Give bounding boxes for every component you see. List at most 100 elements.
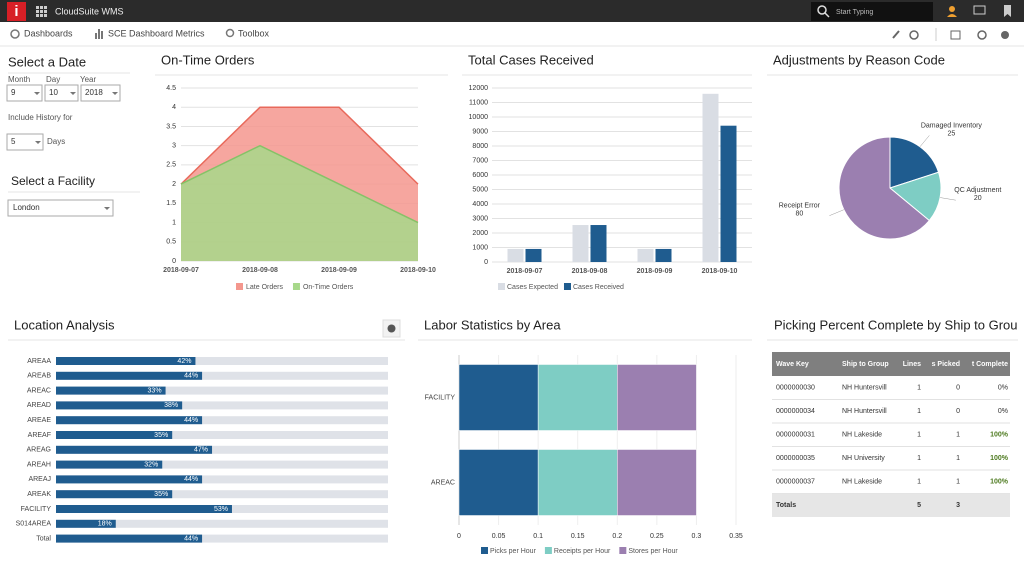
table-cell: 0000000030: [776, 385, 815, 392]
y-tick-label: AREAC: [431, 479, 455, 486]
filter-title: Select a Date: [8, 54, 86, 69]
bar-track: [56, 519, 388, 528]
leader-line: [919, 135, 930, 147]
y-tick-label: AREAK: [27, 491, 51, 498]
x-tick-label: 0.2: [612, 533, 622, 540]
line: [180, 144, 419, 224]
table-cell: 1: [956, 432, 960, 439]
bookmark-icon[interactable]: [1004, 5, 1011, 17]
column-header: Ship to Group: [842, 361, 889, 368]
panel-title: Labor Statistics by Area: [424, 317, 561, 332]
table-cell: 0000000035: [776, 455, 815, 462]
history-select[interactable]: [6, 133, 44, 151]
value-label: 42%: [177, 358, 191, 365]
table-cell: 1: [917, 408, 921, 415]
y-tick-label: 4: [172, 104, 176, 111]
totals-cell: 3: [956, 502, 960, 509]
dropdown-arrow: [112, 92, 118, 95]
value-label: 47%: [194, 447, 208, 454]
table-header: [772, 352, 1010, 376]
bar: [56, 460, 163, 469]
facility-value: London: [13, 203, 40, 212]
month-select[interactable]: [6, 84, 43, 102]
legend-label: Cases Received: [573, 284, 624, 291]
dropdown-arrow: [70, 92, 76, 95]
table-cell: 0000000034: [776, 408, 815, 415]
table-cell: 0000000037: [776, 479, 815, 486]
edit-icon[interactable]: [892, 30, 900, 39]
apps-icon[interactable]: [36, 6, 47, 17]
year-value: 2018: [85, 88, 103, 97]
nav-item[interactable]: Dashboards: [24, 28, 73, 38]
nav-item[interactable]: SCE Dashboard Metrics: [108, 28, 205, 38]
bar: [525, 248, 542, 262]
x-tick-label: 0.3: [692, 533, 702, 540]
legend-swatch: [236, 283, 243, 290]
refresh-icon[interactable]: [909, 30, 919, 40]
nav-bar: [0, 22, 1024, 46]
bar-track: [56, 445, 388, 454]
share-icon[interactable]: [950, 30, 961, 40]
y-tick-label: 3.5: [166, 123, 176, 130]
y-tick-label: S014AREA: [16, 521, 52, 528]
x-tick-label: 2018-09-09: [321, 267, 357, 274]
bar: [56, 445, 213, 454]
pie-label: Damaged Inventory: [921, 122, 983, 129]
facility-select[interactable]: [7, 199, 114, 217]
y-tick-label: AREAH: [27, 461, 51, 468]
table-cell: 0: [956, 385, 960, 392]
settings-icon[interactable]: [1001, 31, 1009, 39]
y-tick-label: 1000: [472, 244, 488, 251]
x-tick-label: 2018-09-08: [242, 267, 278, 274]
table-cell: 0%: [998, 385, 1008, 392]
table-cell: NH University: [842, 455, 885, 462]
bar: [56, 534, 203, 543]
bar: [56, 416, 203, 425]
search-box[interactable]: [811, 2, 933, 21]
messages-icon[interactable]: [973, 5, 986, 15]
line: [180, 106, 419, 185]
table-cell: NH Lakeside: [842, 479, 882, 486]
year-select[interactable]: [80, 84, 121, 102]
view-icon[interactable]: [977, 30, 987, 40]
y-tick-label: 2000: [472, 230, 488, 237]
logo[interactable]: [7, 2, 26, 21]
top-bar: [0, 0, 1024, 22]
x-tick-label: 0.05: [492, 533, 506, 540]
bar-track: [56, 431, 388, 439]
value-label: 35%: [154, 491, 168, 498]
y-tick-label: AREAF: [28, 432, 51, 439]
dropdown-arrow: [104, 207, 110, 210]
y-tick-label: AREAD: [27, 402, 51, 409]
leader-line: [829, 209, 844, 216]
table-cell: 100%: [990, 479, 1009, 486]
x-tick-label: 2018-09-09: [637, 268, 673, 275]
bar: [655, 248, 672, 262]
table-cell: 0000000031: [776, 432, 815, 439]
nav-item[interactable]: Toolbox: [238, 28, 270, 38]
x-tick-label: 0.15: [571, 533, 585, 540]
y-tick-label: 0: [484, 259, 488, 266]
value-label: 53%: [214, 506, 228, 513]
table-cell: NH Lakeside: [842, 432, 882, 439]
logo-text: i: [14, 3, 18, 20]
y-tick-label: 5000: [472, 186, 488, 193]
bar: [507, 248, 524, 262]
bar: [56, 490, 173, 499]
day-select[interactable]: [44, 84, 79, 102]
bar-segment: [537, 449, 618, 516]
bar: [56, 386, 166, 395]
bar-track: [56, 534, 388, 543]
search-icon: [824, 12, 830, 18]
bar: [637, 248, 654, 262]
pie-value: 20: [974, 195, 982, 202]
filter-title: Select a Facility: [11, 174, 95, 188]
x-tick-label: 2018-09-08: [572, 268, 608, 275]
panel-title: Adjustments by Reason Code: [773, 52, 945, 67]
y-tick-label: AREAC: [27, 387, 51, 394]
y-tick-label: 1: [172, 219, 176, 226]
legend-label: Receipts per Hour: [554, 548, 611, 555]
y-tick-label: Total: [36, 535, 51, 542]
user-icon[interactable]: [949, 6, 955, 12]
